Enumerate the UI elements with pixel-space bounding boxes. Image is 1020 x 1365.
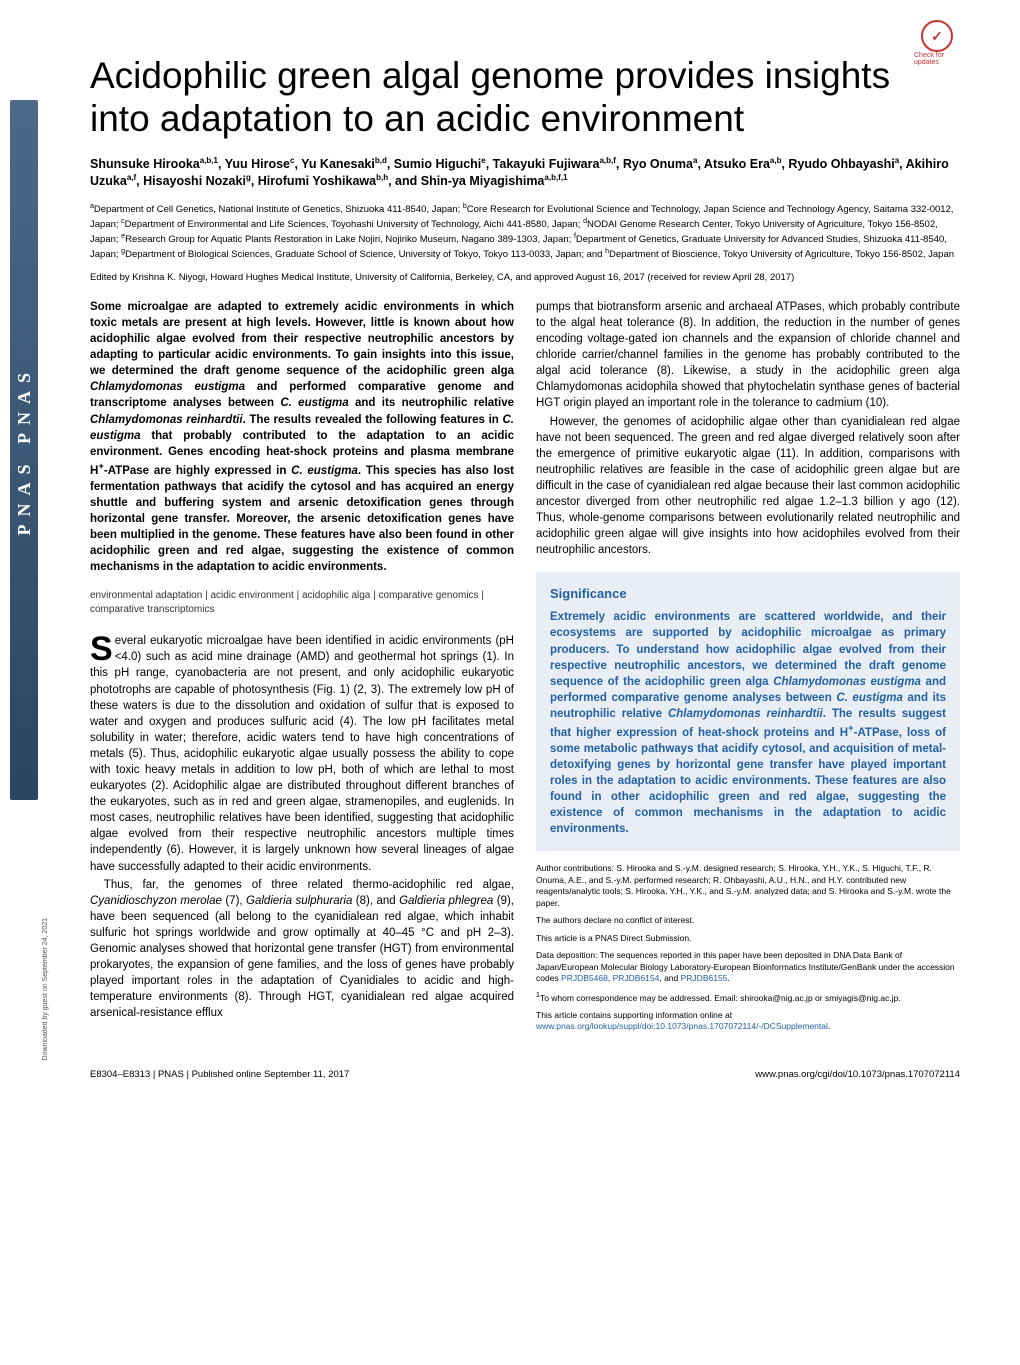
dropcap: S — [90, 633, 115, 663]
edited-by: Edited by Krishna K. Niyogi, Howard Hugh… — [90, 272, 960, 285]
check-icon: ✓ — [921, 20, 953, 52]
conflict-statement: The authors declare no conflict of inter… — [536, 915, 960, 926]
correspondence: 1To whom correspondence may be addressed… — [536, 991, 960, 1004]
body-col-1: Several eukaryotic microalgae have been … — [90, 633, 514, 1021]
body-p2: Thus, far, the genomes of three related … — [90, 877, 514, 1022]
check-updates-label: Check for updates — [914, 52, 960, 66]
keywords: environmental adaptation | acidic enviro… — [90, 589, 514, 617]
journal-brand-stripe: PNAS PNAS — [10, 100, 38, 800]
submission-type: This article is a PNAS Direct Submission… — [536, 933, 960, 944]
author-contributions: Author contributions: S. Hirooka and S.-… — [536, 863, 960, 909]
supporting-info: This article contains supporting informa… — [536, 1010, 960, 1033]
page-footer: E8304–E8313 | PNAS | Published online Se… — [90, 1063, 960, 1080]
significance-heading: Significance — [550, 586, 946, 601]
significance-text: Extremely acidic environments are scatte… — [550, 609, 946, 837]
footer-left: E8304–E8313 | PNAS | Published online Se… — [90, 1069, 349, 1080]
data-deposition: Data deposition: The sequences reported … — [536, 950, 960, 984]
article-metadata: Author contributions: S. Hirooka and S.-… — [536, 863, 960, 1032]
body-p3: pumps that biotransform arsenic and arch… — [536, 299, 960, 412]
article-title: Acidophilic green algal genome provides … — [90, 55, 960, 140]
download-note: Downloaded by guest on September 24, 202… — [42, 918, 49, 1060]
body-p1: everal eukaryotic microalgae have been i… — [90, 635, 514, 872]
author-list: Shunsuke Hirookaa,b,1, Yuu Hirosec, Yu K… — [90, 156, 960, 190]
body-p4: However, the genomes of acidophilic alga… — [536, 414, 960, 559]
body-col-2: pumps that biotransform arsenic and arch… — [536, 299, 960, 559]
affiliations: aDepartment of Cell Genetics, National I… — [90, 202, 960, 262]
abstract: Some microalgae are adapted to extremely… — [90, 299, 514, 575]
significance-box: Significance Extremely acidic environmen… — [536, 572, 960, 851]
footer-right: www.pnas.org/cgi/doi/10.1073/pnas.170707… — [755, 1069, 960, 1080]
journal-brand-text: PNAS PNAS — [14, 365, 35, 536]
check-updates-badge[interactable]: ✓ Check for updates — [914, 20, 960, 66]
